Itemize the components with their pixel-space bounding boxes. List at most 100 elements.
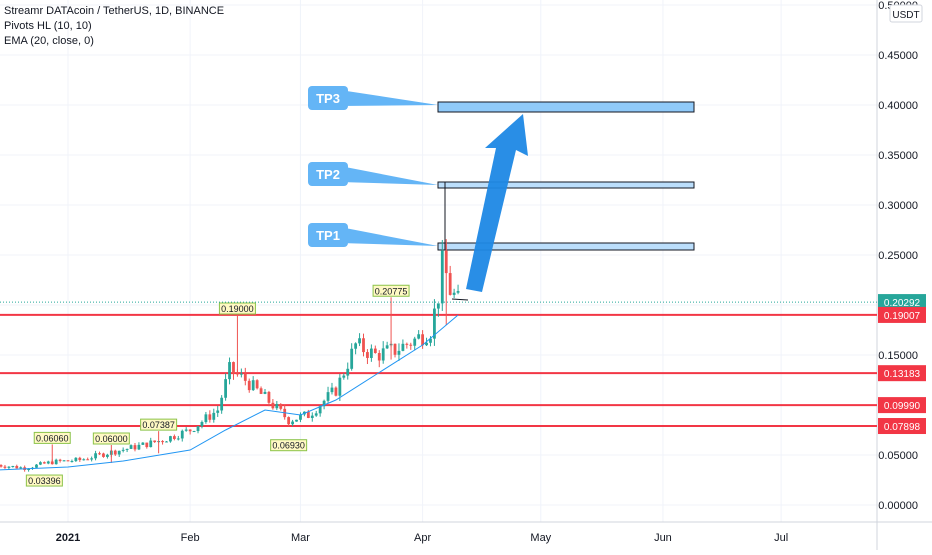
candle-body (188, 429, 192, 432)
candle-body (58, 459, 62, 461)
legend-symbol[interactable]: Streamr DATAcoin / TetherUS, 1D, BINANCE (4, 5, 225, 17)
price-tick-label: 0.05000 (878, 450, 918, 462)
time-tick-label: 2021 (56, 532, 80, 544)
candle-body (86, 459, 90, 461)
candle-body (42, 462, 46, 464)
candle-body (62, 460, 66, 462)
candle-body (413, 338, 417, 346)
candle-body (452, 292, 456, 295)
target-label-tp3: TP3 (316, 91, 340, 106)
candle-body (66, 460, 70, 462)
candle-body (279, 404, 283, 409)
candle-body (212, 412, 216, 420)
candle-body (409, 344, 413, 346)
support-price-label: 0.07898 (884, 422, 921, 433)
candle-body (239, 373, 243, 375)
target-callout-box (308, 223, 348, 247)
candle-body (429, 338, 432, 343)
candle-body (46, 461, 50, 464)
candle-body (224, 379, 227, 398)
candle-body (200, 422, 204, 427)
candle-body (121, 449, 125, 451)
candle-body (271, 402, 275, 409)
candle-body (291, 421, 294, 425)
candle-body (243, 373, 247, 381)
candle-body (133, 445, 137, 450)
time-tick-label: Apr (414, 532, 431, 544)
candle-body (208, 414, 212, 420)
candle-body (247, 380, 251, 391)
candle-body (456, 291, 460, 293)
candle-body (176, 438, 180, 440)
candle-body (35, 464, 38, 468)
pivot-label-box (218, 302, 256, 315)
candle-body (117, 450, 121, 455)
pivot-labels: 0.06060 0.06000 0.07387 0.19000 0.20775 0.033… (25, 284, 410, 487)
support-price-badge (878, 306, 926, 323)
candle-body (326, 392, 330, 401)
candle-body (94, 453, 97, 459)
candle-body (393, 343, 397, 355)
candle-body (255, 380, 259, 389)
pivot-label-box (270, 439, 308, 452)
candle-body (78, 457, 82, 461)
candle-body (299, 414, 302, 420)
candle-body (259, 388, 263, 394)
price-tick-label: 0.00000 (878, 500, 918, 512)
candle-body (102, 453, 105, 457)
candle-body (405, 343, 409, 345)
candle-body (113, 450, 117, 455)
candle-body (204, 414, 208, 423)
pivot-label-low: 0.03396 (28, 476, 61, 486)
legend-pivots-indicator[interactable]: Pivots HL (10, 10) (4, 20, 92, 32)
candle-body (421, 334, 424, 346)
currency-label: USDT (892, 10, 919, 21)
target-label-tp2: TP2 (316, 167, 340, 182)
time-axis: 2021 Feb Mar Apr May Jun Jul (56, 532, 788, 544)
pivot-label-high: 0.06000 (95, 434, 128, 444)
candle-body (153, 440, 157, 443)
chart-legend: Streamr DATAcoin / TetherUS, 1D, BINANCE… (4, 4, 224, 49)
price-tick-label: 0.35000 (878, 150, 918, 162)
candle-body (180, 430, 184, 439)
candle-body (314, 413, 318, 416)
candle-body (220, 397, 224, 411)
candle-body (137, 444, 141, 450)
price-tick-label: 0.25000 (878, 250, 918, 262)
candle-body (149, 440, 153, 448)
candle-body (440, 250, 444, 304)
candle-body (401, 343, 405, 351)
candle-body (397, 350, 401, 355)
candle-body (425, 342, 428, 346)
time-tick-label: Mar (291, 532, 310, 544)
candle-body (27, 468, 30, 470)
candle-body (381, 348, 385, 361)
candle-body (350, 348, 354, 369)
target-label-tp1: TP1 (316, 228, 340, 243)
target-zone-tp1 (437, 242, 695, 251)
candle-body (373, 348, 377, 354)
target-zone-tp3 (437, 101, 695, 113)
candle-body (295, 419, 298, 422)
candle-body (385, 345, 389, 349)
target-callout-box (308, 86, 348, 110)
candle-body (251, 380, 255, 391)
last-price-value: 0.20292 (884, 298, 921, 309)
price-axis: 0.500000.450000.400000.350000.300000.250… (878, 0, 918, 512)
candle-body (318, 406, 322, 414)
pivot-label-box (25, 474, 63, 487)
legend-ema-indicator[interactable]: EMA (20, close, 0) (4, 35, 94, 47)
pivot-label-high: 0.19000 (221, 304, 254, 314)
support-price-badge (878, 397, 926, 414)
candle-body (436, 303, 440, 309)
support-price-label: 0.09990 (884, 401, 921, 412)
candle-body (19, 467, 23, 469)
candle-body (322, 400, 326, 407)
candle-body (50, 461, 54, 465)
candle-body (54, 459, 58, 465)
candle-body (184, 429, 188, 431)
support-price-label: 0.19007 (884, 311, 921, 322)
pivot-label-high: 0.06060 (36, 433, 69, 443)
